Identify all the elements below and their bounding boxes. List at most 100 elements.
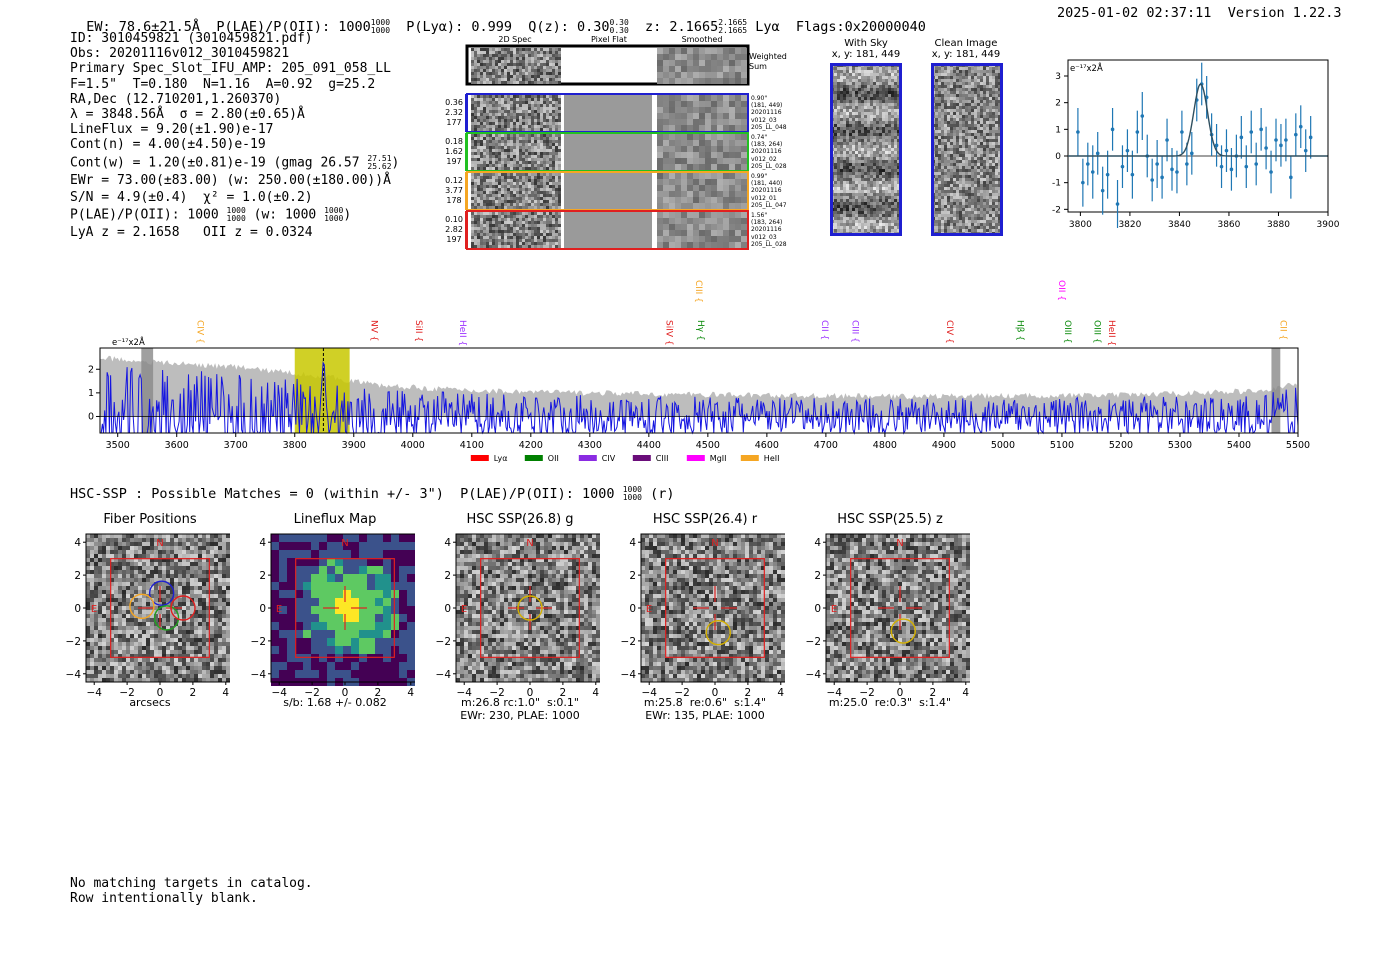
panel-ytick-label: 0	[444, 603, 451, 615]
cutout-smoothed-2	[657, 173, 747, 209]
imaging-panel-caption: s/b: 1.68 +/- 0.082	[283, 696, 387, 709]
compass-east: E	[646, 604, 652, 615]
zoom-point	[1180, 130, 1184, 134]
spec-line-label: OIII {	[1062, 320, 1072, 344]
panel-xtick-label: 2	[930, 687, 937, 699]
cutout-left-label-3: 0.10 2.82 197	[445, 215, 463, 244]
imaging-panel-2: HSC SSP(26.8) g N E 4 2 0 −2 −4 −4 −2 0 2 4 m:26.8 rc…	[436, 512, 610, 727]
zoom-ytick-label: 1	[1055, 125, 1061, 135]
header-datetime: 2025-01-02 02:37:11	[1057, 5, 1212, 21]
col-label-pixelflat: Pixel Flat	[591, 35, 627, 44]
zoom-point	[1308, 135, 1313, 140]
cutout-color-bar-2	[465, 172, 468, 210]
zoom-ytick-label: 0	[1055, 152, 1061, 162]
info-id: ID: 3010459821 (3010459821.pdf)	[70, 31, 313, 46]
zoom-ytick-label: 2	[1055, 99, 1061, 109]
zoom-point	[1214, 143, 1219, 148]
panel-xtick-label: 2	[375, 687, 382, 699]
spec-line-label: Hβ {	[1015, 320, 1025, 341]
panel-ytick-label: 2	[74, 570, 81, 582]
zoom-xtick-label: 3820	[1118, 220, 1141, 230]
spec-highlight-band	[294, 348, 350, 433]
compass-east: E	[831, 604, 837, 615]
cutout-2dspec-0	[471, 95, 561, 131]
zoom-unit-label: e⁻¹⁷x2Å	[1070, 62, 1103, 74]
spec-masked-band-1	[1271, 348, 1281, 433]
cutout-left-label-1: 0.18 1.62 197	[445, 137, 463, 166]
compass-north: N	[526, 538, 533, 549]
info-contw-sup: 27.51 25.62	[367, 153, 392, 171]
spec-legend-label: OII	[548, 454, 559, 463]
spec-xtick-label: 5500	[1286, 440, 1310, 451]
spec-legend-swatch	[524, 455, 543, 461]
spec-line-label: CIII {	[849, 320, 859, 343]
panel-ytick-label: −4	[251, 669, 267, 681]
cutout-pixelflat-3	[564, 212, 652, 248]
spec-legend-swatch	[740, 455, 759, 461]
zoom-point	[1175, 170, 1179, 174]
spec-xtick-label: 4300	[578, 440, 602, 451]
cutout-left-label-2: 0.12 3.77 178	[445, 176, 463, 205]
compass-north: N	[711, 538, 718, 549]
spec-unit-label: e⁻¹⁷x2Å	[112, 336, 145, 348]
zoom-xtick-label: 3900	[1317, 220, 1340, 230]
cutout-pixelflat-0	[564, 95, 652, 131]
zoom-point	[1249, 130, 1254, 134]
spec-xtick-label: 4700	[814, 440, 838, 451]
panel-ytick-label: 2	[259, 570, 266, 582]
spec-xtick-label: 5000	[991, 440, 1015, 451]
imaging-panel-plot: N E 4 2 0 −2 −4 −4 −2 0 2 4	[806, 533, 970, 699]
zoom-xtick-label: 3880	[1267, 220, 1290, 230]
cutout-right-label-2: 0.99" (181, 440) 20201116 v012_01 205_LL_047	[751, 173, 787, 209]
zoom-point	[1150, 178, 1154, 182]
cutout-right-label-1: 0.74" (183, 264) 20201116 v012_02 205_LL_028	[751, 134, 787, 170]
zoom-point	[1076, 130, 1080, 134]
cutout-right-label-0: 0.90" (181, 449) 20201116 v012_03 205_LL_048	[751, 95, 787, 131]
spec-line-label: OIII {	[1091, 320, 1101, 344]
zoom-xtick-label: 3800	[1069, 220, 1092, 230]
panel-ytick-label: 2	[814, 570, 821, 582]
zoom-point	[1110, 127, 1115, 132]
zoom-point	[1125, 148, 1130, 153]
info-lineflux: LineFlux = 9.20(±1.90)e-17	[70, 122, 274, 138]
zoom-point	[1298, 124, 1303, 129]
zoom-point	[1224, 148, 1229, 153]
spec-xtick-label: 4600	[755, 440, 779, 451]
cutout-right-label-3: 1.56" (183, 264) 20201116 v012_03 205_LL_028	[751, 212, 787, 248]
cutout-smoothed-0	[657, 95, 747, 131]
spec-xtick-label: 4900	[932, 440, 956, 451]
cutout-2dspec-3	[471, 212, 561, 248]
panel-xtick-label: −4	[86, 687, 102, 699]
panel-xtick-label: −2	[304, 687, 319, 699]
spec-xtick-label: 3600	[165, 440, 189, 451]
panel-ytick-label: −2	[66, 636, 81, 648]
spec-line-label: CIV {	[944, 320, 954, 344]
panel-ytick-label: −4	[436, 669, 452, 681]
imaging-panel-title: Fiber Positions	[103, 512, 197, 527]
info-sn: S/N = 4.9(±0.4) χ² = 1.0(±0.2)	[70, 189, 313, 205]
panel-xtick-label: 0	[527, 687, 534, 699]
spectra-cutouts: 2D Spec Pixel Flat Smoothed	[465, 34, 755, 259]
zoom-point	[1115, 202, 1120, 206]
full-spectrum-chart: 3500 3600 3700 3800 3900 4000 4100 4200 4300 4400…	[88, 280, 1310, 463]
panel-xtick-label: −4	[456, 687, 472, 699]
cutout-2dspec-1	[471, 134, 561, 170]
panel-ytick-label: −4	[621, 669, 637, 681]
panel-xtick-label: −4	[271, 687, 287, 699]
panel-circle	[705, 619, 731, 646]
spec-xtick-label: 5100	[1050, 440, 1074, 451]
zoom-point	[1289, 175, 1293, 180]
panel-xtick-label: 0	[897, 687, 904, 699]
catalog-note-line2: Row intentionally blank.	[70, 891, 258, 906]
spec-legend-swatch	[686, 455, 705, 461]
zoom-point	[1279, 143, 1283, 148]
weighted-sum-label: Weighted Sum	[749, 52, 787, 71]
header-plae: P(LAE)/P(OII): 1000	[216, 19, 371, 35]
clean-frame	[931, 63, 1003, 236]
panel-xtick-label: −4	[641, 687, 657, 699]
spec-xtick-label: 4100	[460, 440, 484, 451]
spec-xtick-label: 4800	[873, 440, 897, 451]
spec-legend-swatch	[632, 455, 651, 461]
zoom-point	[1239, 135, 1244, 140]
imaging-panel-plot: N E 4 2 0 −2 −4 −4 −2 0 2 4	[251, 533, 415, 699]
